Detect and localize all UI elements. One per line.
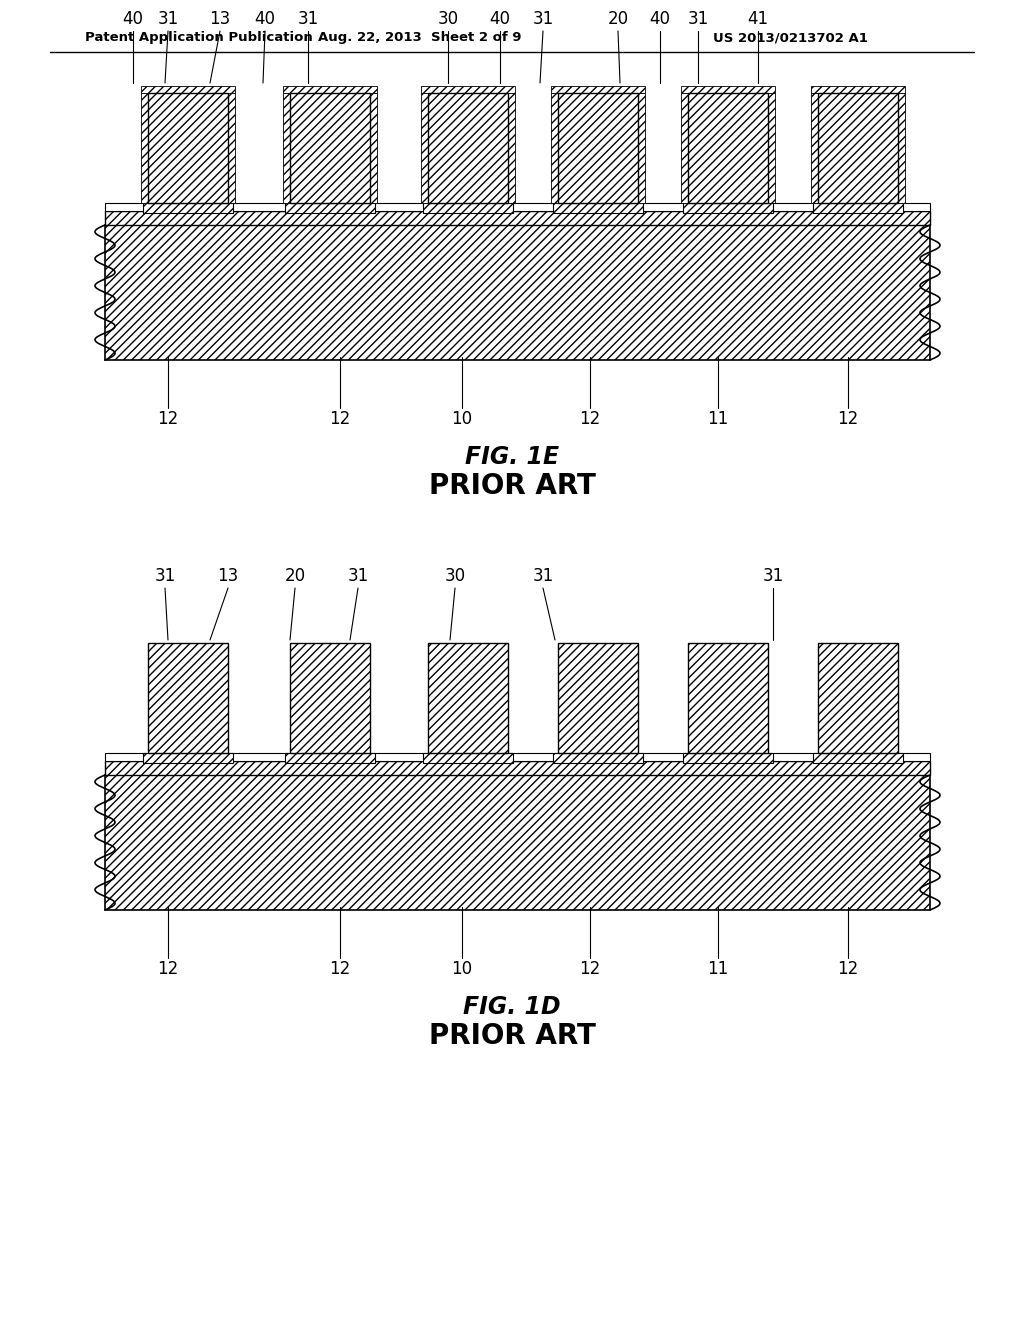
Bar	[148, 643, 228, 752]
Bar	[898, 92, 905, 203]
Bar	[768, 92, 775, 203]
Text: 11: 11	[708, 411, 729, 428]
Bar	[813, 752, 903, 763]
Text: 31: 31	[155, 568, 176, 585]
Bar	[818, 92, 898, 203]
Bar	[683, 752, 773, 763]
Text: 12: 12	[580, 960, 601, 978]
Text: Aug. 22, 2013  Sheet 2 of 9: Aug. 22, 2013 Sheet 2 of 9	[318, 32, 522, 45]
Text: 20: 20	[285, 568, 305, 585]
Bar	[811, 92, 818, 203]
Text: 13: 13	[217, 568, 239, 585]
Bar	[553, 203, 643, 213]
Text: 31: 31	[297, 11, 318, 28]
Text: 11: 11	[708, 960, 729, 978]
Text: Patent Application Publication: Patent Application Publication	[85, 32, 312, 45]
Bar	[370, 92, 377, 203]
Bar	[421, 86, 515, 92]
Text: 12: 12	[158, 960, 178, 978]
Text: 12: 12	[330, 411, 350, 428]
Bar	[141, 92, 148, 203]
Bar	[105, 775, 930, 909]
Bar	[421, 92, 428, 203]
Text: US 2013/0213702 A1: US 2013/0213702 A1	[713, 32, 867, 45]
Bar	[285, 752, 375, 763]
Bar	[290, 643, 370, 752]
Bar	[558, 92, 638, 203]
Bar	[813, 203, 903, 213]
Bar	[681, 92, 688, 203]
Bar	[553, 752, 643, 763]
Bar	[428, 643, 508, 752]
Text: 12: 12	[838, 960, 859, 978]
Bar	[143, 203, 233, 213]
Bar	[688, 643, 768, 752]
Bar	[105, 762, 930, 775]
Text: 31: 31	[347, 568, 369, 585]
Bar	[428, 92, 508, 203]
Bar	[811, 86, 905, 92]
Bar	[283, 86, 377, 92]
Text: PRIOR ART: PRIOR ART	[429, 473, 595, 500]
Text: 20: 20	[607, 11, 629, 28]
Bar	[681, 86, 775, 92]
Text: PRIOR ART: PRIOR ART	[429, 1022, 595, 1049]
Text: FIG. 1E: FIG. 1E	[465, 445, 559, 469]
Text: 40: 40	[123, 11, 143, 28]
Text: 12: 12	[330, 960, 350, 978]
Text: 40: 40	[489, 11, 511, 28]
Text: 12: 12	[158, 411, 178, 428]
Text: 31: 31	[763, 568, 783, 585]
Bar	[558, 643, 638, 752]
Bar	[423, 203, 513, 213]
Bar	[143, 752, 233, 763]
Bar	[818, 643, 898, 752]
Bar	[551, 86, 645, 92]
Bar	[551, 92, 558, 203]
Bar	[638, 92, 645, 203]
Text: FIG. 1D: FIG. 1D	[463, 995, 561, 1019]
Bar	[423, 752, 513, 763]
Text: 10: 10	[452, 411, 472, 428]
Bar	[290, 92, 370, 203]
Text: 12: 12	[580, 411, 601, 428]
Text: 30: 30	[437, 11, 459, 28]
Text: 13: 13	[209, 11, 230, 28]
Bar	[688, 92, 768, 203]
Text: 31: 31	[532, 11, 554, 28]
Bar	[105, 211, 930, 224]
Text: 30: 30	[444, 568, 466, 585]
Text: 31: 31	[158, 11, 178, 28]
Text: 31: 31	[687, 11, 709, 28]
Text: 12: 12	[838, 411, 859, 428]
Bar	[105, 203, 930, 211]
Text: 41: 41	[748, 11, 769, 28]
Text: 10: 10	[452, 960, 472, 978]
Bar	[285, 203, 375, 213]
Text: 40: 40	[255, 11, 275, 28]
Bar	[105, 752, 930, 762]
Bar	[148, 92, 228, 203]
Bar	[508, 92, 515, 203]
Text: 40: 40	[649, 11, 671, 28]
Bar	[228, 92, 234, 203]
Bar	[105, 224, 930, 360]
Bar	[141, 86, 234, 92]
Bar	[283, 92, 290, 203]
Bar	[683, 203, 773, 213]
Text: 31: 31	[532, 568, 554, 585]
